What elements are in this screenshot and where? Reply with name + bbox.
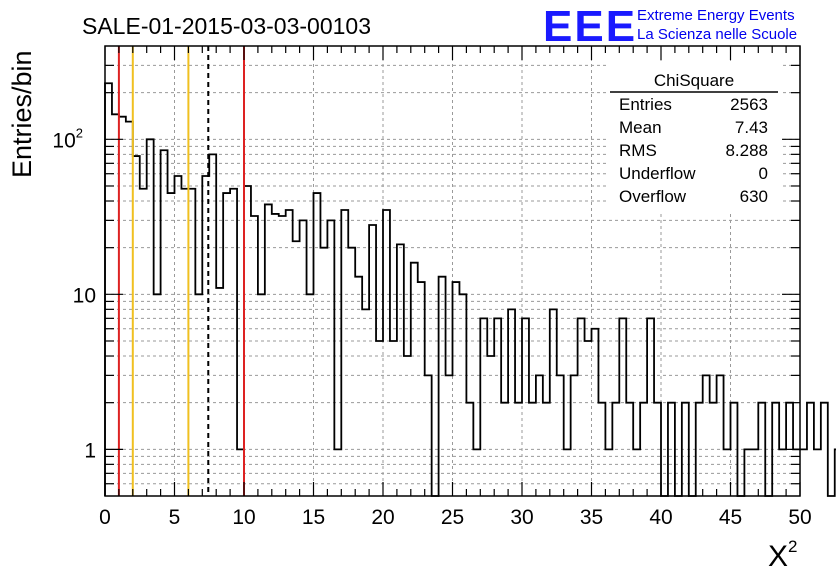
stats-label-rms: RMS (619, 141, 657, 160)
x-tick-label-35: 35 (580, 506, 603, 529)
eee-line-1: Extreme Energy Events (637, 7, 795, 24)
y-tick-label-exponent: 2 (76, 125, 83, 140)
x-tick-label-0: 0 (99, 506, 111, 529)
y-axis-label: Entries/bin (7, 50, 37, 178)
stats-value-underflow: 0 (759, 164, 768, 183)
axis-ticks (104, 46, 801, 496)
y-tick-label-base: 1 (84, 439, 96, 462)
histogram-outline (104, 82, 836, 497)
y-tick-label-1: 1 (84, 439, 96, 462)
x-tick-label-5: 5 (169, 506, 181, 529)
x-axis-label-superscript: 2 (788, 537, 797, 556)
y-tick-label-base: 10 (52, 129, 75, 152)
x-tick-label-50: 50 (788, 506, 811, 529)
x-axis-label-base: X (768, 540, 788, 572)
plot-frame (104, 45, 801, 497)
eee-branding: EEE Extreme Energy Events La Scienza nel… (543, 2, 797, 51)
stats-label-overflow: Overflow (619, 187, 687, 206)
stats-value-overflow: 630 (740, 187, 768, 206)
stats-value-mean: 7.43 (735, 118, 768, 137)
x-tick-label-40: 40 (649, 506, 672, 529)
stats-value-entries: 2563 (730, 95, 768, 114)
vertical-marker-lines (117, 46, 245, 496)
stats-label-entries: Entries (619, 95, 672, 114)
y-tick-label-100: 102 (52, 125, 83, 152)
stats-label-underflow: Underflow (619, 164, 696, 183)
x-tick-label-25: 25 (441, 506, 464, 529)
histogram-bars (104, 82, 836, 497)
stats-value-rms: 8.288 (725, 141, 768, 160)
chart-title: SALE-01-2015-03-03-00103 (82, 13, 371, 39)
x-tick-label-15: 15 (302, 506, 325, 529)
x-tick-label-20: 20 (371, 506, 394, 529)
x-tick-label-10: 10 (232, 506, 255, 529)
stats-box: ChiSquare Entries 2563 Mean 7.43 RMS 8.2… (606, 64, 782, 214)
eee-logo: EEE (543, 2, 637, 51)
x-tick-label-30: 30 (510, 506, 533, 529)
x-tick-labels: 0 5 10 15 20 25 30 35 40 45 50 (99, 506, 812, 529)
y-tick-label-base: 10 (73, 284, 96, 307)
stats-box-title: ChiSquare (654, 71, 734, 90)
y-tick-label-10: 10 (73, 284, 96, 307)
stats-label-mean: Mean (619, 118, 662, 137)
eee-line-2: La Scienza nelle Scuole (637, 26, 797, 43)
x-axis-label: X2 (768, 537, 797, 572)
stats-box-bg (606, 64, 782, 214)
x-tick-label-45: 45 (719, 506, 742, 529)
